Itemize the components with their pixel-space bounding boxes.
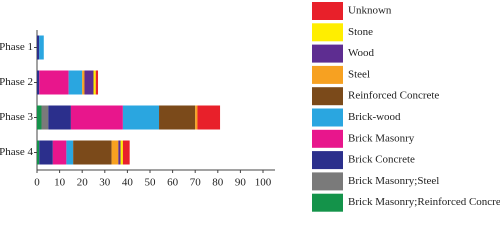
legend-swatch (312, 151, 343, 170)
legend-swatch (312, 87, 343, 106)
legend-label: Brick Masonry;Reinforced Concrete (348, 196, 500, 208)
x-tick-label: 0 (34, 177, 40, 189)
bar-segment (39, 35, 44, 60)
bar-segment (111, 140, 119, 165)
bar-segment (118, 140, 121, 165)
bar-segment (37, 140, 40, 165)
bar-segment (120, 140, 123, 165)
chart: 0 10 20 30 40 50 60 70 80 90 100 Phase 1 Phase 2 Phas… (0, 2, 500, 212)
legend-label: Wood (348, 47, 375, 59)
legend-label: Stone (348, 26, 373, 38)
x-tick-label: 50 (145, 177, 157, 189)
legend-swatch (312, 65, 343, 84)
bar-segment (122, 105, 160, 130)
y-tick-label: Phase 3 (0, 111, 33, 123)
bar-segment (195, 105, 198, 130)
legend-swatch (312, 193, 343, 212)
bar-segment (197, 105, 221, 130)
x-tick-label: 20 (77, 177, 89, 189)
x-tick-label: 30 (99, 177, 111, 189)
y-tick-label: Phase 4 (0, 146, 33, 158)
legend-label: Reinforced Concrete (348, 90, 439, 102)
bar-segment (84, 70, 94, 95)
legend-label: Brick Masonry;Steel (348, 175, 439, 187)
x-tick-label: 80 (212, 177, 224, 189)
y-tick-label: Phase 2 (0, 76, 33, 88)
x-tick-label: 60 (167, 177, 179, 189)
legend-swatch (312, 23, 343, 42)
x-tick-label: 100 (255, 177, 272, 189)
bar-segment (68, 70, 83, 95)
bar-segment (95, 70, 99, 95)
bar-segment (52, 140, 67, 165)
x-tick-label: 40 (122, 177, 134, 189)
bar-segment (39, 140, 53, 165)
x-tick-label: 90 (235, 177, 247, 189)
bar-segment (159, 105, 196, 130)
bar-segment (39, 70, 69, 95)
legend-swatch (312, 108, 343, 127)
legend-swatch (312, 2, 343, 20)
bar-segment (82, 70, 85, 95)
legend-swatch (312, 44, 343, 63)
legend-label: Steel (348, 68, 370, 80)
legend-label: Unknown (348, 5, 392, 17)
x-tick-label: 10 (54, 177, 66, 189)
bar-segment (73, 140, 112, 165)
bar-segment (37, 35, 40, 60)
bar-segment (48, 105, 71, 130)
legend-swatch (312, 129, 343, 148)
bar-segment (37, 70, 40, 95)
legend-label: Brick Masonry (348, 132, 415, 144)
legend-swatch (312, 172, 343, 191)
bar-segment (41, 105, 49, 130)
bar-segment (37, 105, 42, 130)
bar-segment (122, 140, 130, 165)
bar-segment (70, 105, 123, 130)
bar-segment (93, 70, 96, 95)
y-tick-label: Phase 1 (0, 41, 33, 53)
legend-label: Brick-wood (348, 111, 401, 123)
bar-segment (66, 140, 74, 165)
legend-label: Brick Concrete (348, 154, 415, 166)
x-tick-label: 70 (190, 177, 202, 189)
